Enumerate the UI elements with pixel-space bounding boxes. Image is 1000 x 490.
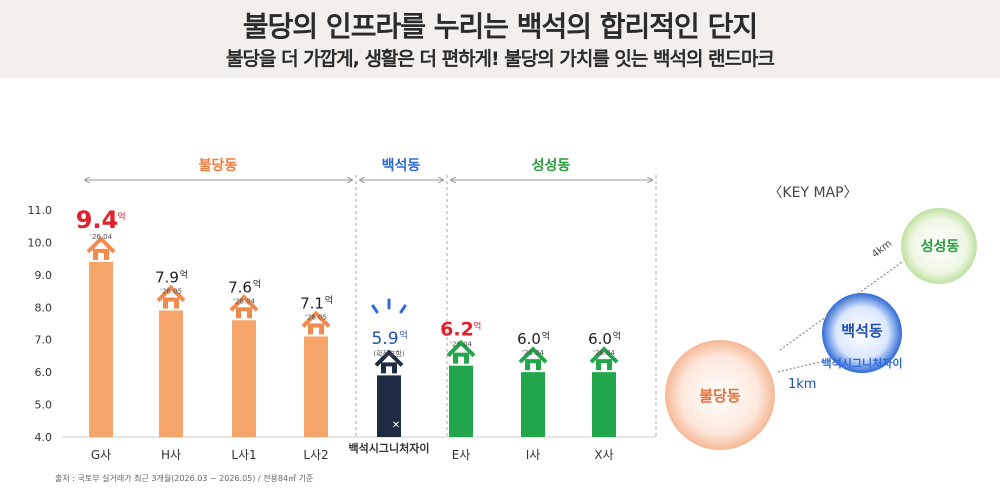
house-icon [589, 346, 619, 371]
bar [89, 261, 113, 437]
distance-1km: 1km [788, 377, 816, 392]
bar [159, 310, 183, 437]
category-label: 백석시그니처자이 [349, 441, 430, 455]
house-icon [86, 236, 116, 260]
date-label: '26.04 [90, 233, 113, 241]
buldang-circle-label: 불당동 [699, 387, 741, 405]
category-label: L사1 [231, 448, 256, 462]
unit-label: 억 [542, 330, 550, 342]
unit-label: 억 [325, 294, 333, 306]
sparkle-icon: ✕ [392, 420, 400, 431]
value-label: 5.9 [371, 329, 398, 349]
unit-label: 억 [399, 329, 407, 341]
link-seongseong [779, 261, 903, 351]
value-label: 9.4 [76, 206, 119, 234]
y-tick-label: 4.0 [35, 431, 53, 444]
category-label: H사 [161, 448, 181, 462]
y-tick-label: 5.0 [35, 399, 53, 412]
seongseong-circle [901, 208, 977, 284]
price-chart: 불당동 백석동 성성동 4.0 5.0 6.0 7.0 8.0 9.0 10.0 11.0 9… [28, 157, 977, 462]
y-tick-label: 9.0 [35, 269, 53, 282]
bar-group: 7.6 억 '26.04 L사1 [228, 278, 261, 462]
date-label: '26.04 [233, 297, 256, 305]
group-label-buldang: 불당동 [199, 157, 238, 174]
bar-group: 6.0 억 '26.04 X사 [588, 330, 621, 462]
page-subtitle: 불당을 더 가깝게, 생활은 더 편하게! 불당의 가치를 잇는 백석의 랜드마… [226, 48, 775, 70]
bar [232, 320, 256, 437]
value-label: 7.1 [300, 294, 324, 312]
bar [304, 336, 328, 437]
y-tick-label: 11.0 [28, 204, 53, 217]
bar-group: 6.2 억 '26.04 E사 [440, 319, 481, 462]
baekseok-circle [822, 293, 902, 373]
value-label: 7.6 [228, 278, 252, 296]
distance-4km: 4km [870, 238, 894, 260]
link-buldang [777, 359, 829, 373]
date-label: '26.04 [522, 349, 545, 357]
date-label: '26.04 [593, 349, 616, 357]
y-tick-label: 10.0 [28, 236, 53, 249]
unit-label: 억 [473, 320, 481, 332]
date-label: '26.05 [305, 313, 327, 321]
key-map-title: 〈KEY MAP〉 [768, 185, 857, 201]
bar-group: 7.9 억 '26.05 H사 [155, 268, 188, 462]
unit-label: 억 [117, 210, 125, 222]
house-icon [229, 294, 259, 319]
group-label-baekseok: 백석동 [382, 158, 421, 174]
source-note: 출처 : 국토부 실거래가 최근 3개월(2026.03 ~ 2026.05) … [55, 474, 314, 483]
category-label: G사 [91, 448, 111, 462]
seongseong-circle-label: 성성동 [921, 239, 960, 255]
house-icon [446, 339, 476, 364]
date-label: '26.04 [450, 341, 473, 349]
bar-group: 6.0 억 '26.04 I사 [517, 330, 550, 462]
bar [377, 375, 401, 437]
baekseok-apt-label: 백석시그니처자이 [822, 356, 903, 370]
category-label: I사 [526, 448, 541, 462]
date-label: '26.05 [160, 288, 182, 296]
house-icon [518, 346, 548, 371]
group-headers: 불당동 백석동 성성동 [85, 157, 652, 180]
header-banner: 불당의 인프라를 누리는 백석의 합리적인 단지 불당을 더 가깝게, 생활은 … [0, 0, 1000, 78]
y-tick-label: 8.0 [35, 301, 53, 314]
bar-group: 9.4 억 '26.04 G사 [76, 206, 126, 462]
unit-label: 억 [253, 278, 261, 290]
highlight-rays-icon [371, 298, 407, 314]
value-label: 6.0 [517, 330, 541, 348]
bar-group: 7.1 억 '26.05 L사2 [300, 294, 333, 462]
category-label: L사2 [303, 448, 328, 462]
house-icon [374, 349, 404, 374]
category-label: E사 [452, 448, 471, 462]
bar [521, 372, 545, 437]
baekseok-circle-label: 백석동 [841, 322, 883, 340]
buldang-circle [665, 340, 775, 450]
page-title: 불당의 인프라를 누리는 백석의 합리적인 단지 [242, 10, 758, 43]
unit-label: 억 [180, 268, 188, 280]
note-label: (확장포함) [373, 349, 404, 358]
value-label: 7.9 [155, 269, 179, 287]
unit-label: 억 [613, 330, 621, 342]
bar-group: ✕ 5.9 억 (확장포함) 백석시그니처자이 [349, 298, 430, 455]
y-axis: 4.0 5.0 6.0 7.0 8.0 9.0 10.0 11.0 [28, 204, 53, 444]
value-label: 6.0 [588, 330, 612, 348]
bar [449, 365, 473, 437]
house-icon [301, 310, 331, 335]
category-label: X사 [594, 448, 613, 462]
key-map: 〈KEY MAP〉 불당동 백석동 백석시그니처자이 성성동 4km 1km [665, 185, 977, 450]
group-label-seongseong: 성성동 [532, 158, 571, 174]
house-icon [156, 284, 186, 309]
bar [592, 372, 616, 437]
y-tick-label: 7.0 [35, 334, 53, 347]
value-label: 6.2 [440, 319, 474, 341]
y-tick-label: 6.0 [35, 366, 53, 379]
